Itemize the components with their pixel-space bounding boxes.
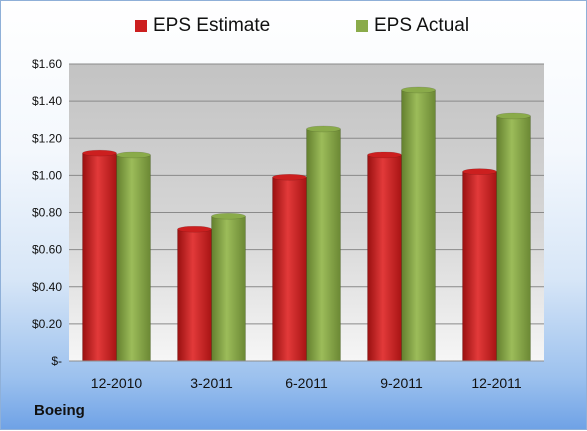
bar-estimate <box>82 152 117 362</box>
bar-estimate-cap <box>82 149 117 157</box>
y-tick-label: $0.40 <box>32 280 62 294</box>
bar-estimate-cap <box>177 225 212 233</box>
bar-actual <box>116 154 151 362</box>
legend: EPS Estimate EPS Actual <box>1 15 587 41</box>
y-tick-label: $1.00 <box>32 168 62 182</box>
legend-swatch-actual <box>356 20 368 32</box>
legend-label-estimate: EPS Estimate <box>153 15 271 36</box>
bar-actual <box>306 128 341 362</box>
x-axis-categories: 12-2010 3-2011 6-2011 9-2011 12-2011 <box>91 375 522 391</box>
legend-label-actual: EPS Actual <box>374 15 470 36</box>
legend-swatch-estimate <box>135 20 147 32</box>
y-tick-label: $- <box>51 354 62 368</box>
x-category-label: 3-2011 <box>190 375 233 391</box>
bar-estimate <box>367 154 402 362</box>
legend-item-actual: EPS Actual <box>356 15 469 37</box>
legend-item-estimate: EPS Estimate <box>135 15 270 37</box>
y-tick-label: $0.80 <box>32 206 62 220</box>
bar-estimate <box>462 171 497 362</box>
bar-actual <box>496 115 531 362</box>
bar-actual <box>211 215 246 362</box>
company-label: Boeing <box>34 402 85 419</box>
y-tick-label: $0.60 <box>32 243 62 257</box>
x-category-label: 6-2011 <box>285 375 328 391</box>
x-category-label: 12-2011 <box>471 375 522 391</box>
bar-actual-cap <box>211 212 246 220</box>
x-category-label: 9-2011 <box>380 375 423 391</box>
y-tick-label: $1.40 <box>32 94 62 108</box>
bar-estimate-cap <box>367 151 402 159</box>
bar-actual <box>401 89 436 362</box>
y-tick-label: $0.20 <box>32 317 62 331</box>
bar-actual-cap <box>401 86 436 94</box>
bar-actual-cap <box>496 112 531 120</box>
y-tick-label: $1.20 <box>32 131 62 145</box>
x-category-label: 12-2010 <box>91 375 143 391</box>
y-tick-label: $1.60 <box>32 57 62 71</box>
bar-estimate-cap <box>272 173 307 181</box>
bar-actual-cap <box>306 125 341 133</box>
bar-estimate <box>272 176 307 362</box>
bars <box>82 86 531 362</box>
bar-estimate-cap <box>462 168 497 175</box>
y-axis-ticks: $- $0.20 $0.40 $0.60 $0.80 $1.00 $1.20 $1.40 $1.… <box>32 57 62 368</box>
bar-actual-cap <box>116 151 151 159</box>
bar-estimate <box>177 228 212 362</box>
